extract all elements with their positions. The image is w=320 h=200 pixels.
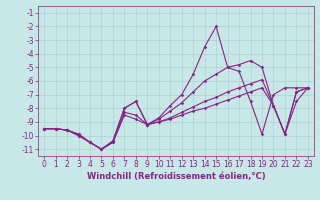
X-axis label: Windchill (Refroidissement éolien,°C): Windchill (Refroidissement éolien,°C) (87, 172, 265, 181)
